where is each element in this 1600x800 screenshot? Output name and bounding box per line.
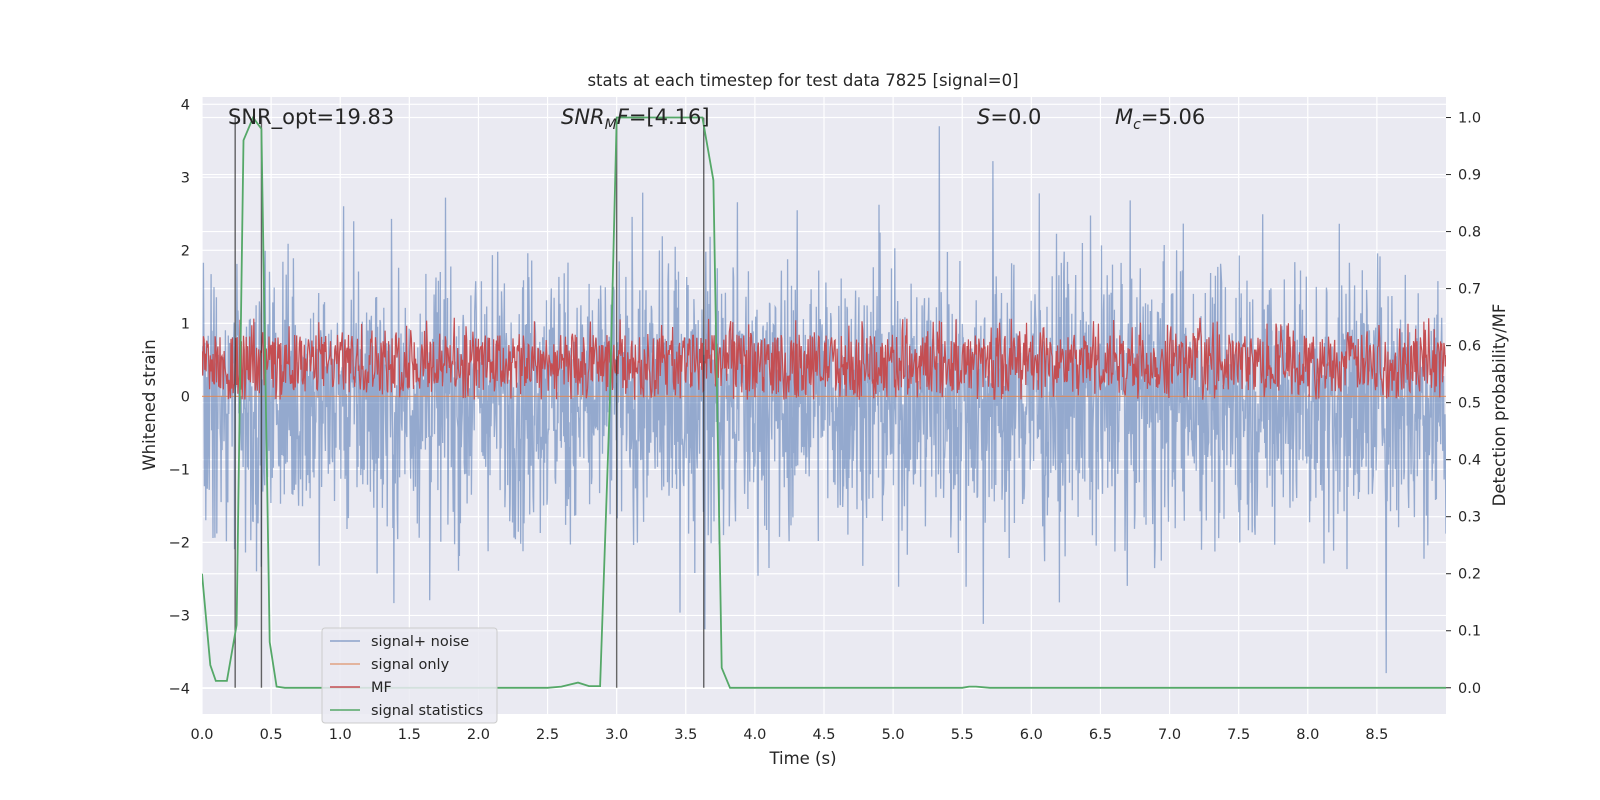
y-tick-label-left: 1 <box>181 316 190 332</box>
y-axis-label-left: Whitened strain <box>140 339 159 470</box>
y-tick-label-right: 0.3 <box>1458 510 1481 526</box>
annotation-snr-mf: SNRMF=[4.16] <box>561 105 710 133</box>
x-tick-label: 2.0 <box>467 727 490 743</box>
y-tick-label-right: 0.6 <box>1458 339 1481 355</box>
x-tick-label: 4.0 <box>743 727 766 743</box>
annotation-mc: Mc=5.06 <box>1115 105 1205 133</box>
y-tick-label-left: −3 <box>169 608 190 624</box>
x-tick-label: 7.5 <box>1227 727 1250 743</box>
legend-label-signal-noise: signal+ noise <box>371 634 469 650</box>
x-tick-label: 3.5 <box>674 727 697 743</box>
y-tick-label-right: 0.4 <box>1458 453 1481 469</box>
left-axis: 4 3 2 1 0 −1 −2 −3 −4 <box>169 97 190 697</box>
y-tick-label-right: 0.5 <box>1458 396 1481 412</box>
plot-area <box>202 115 1446 689</box>
x-tick-label: 0.0 <box>190 727 213 743</box>
x-axis-label: Time (s) <box>768 749 836 768</box>
y-tick-label-left: 0 <box>181 389 190 405</box>
x-tick-label: 1.0 <box>329 727 352 743</box>
annotation-s: S=0.0 <box>977 105 1041 129</box>
x-tick-label: 4.5 <box>812 727 835 743</box>
right-axis: 1.0 0.9 0.8 0.7 0.6 0.5 0.4 0.3 0.2 0.1 0.0 <box>1446 111 1481 697</box>
y-tick-label-left: −1 <box>169 462 190 478</box>
series-signal-noise-line <box>202 126 1446 674</box>
y-tick-label-right: 0.9 <box>1458 168 1481 184</box>
series-signal-statistics <box>202 115 1446 689</box>
y-tick-label-left: 3 <box>181 170 190 186</box>
legend-label-signal-only: signal only <box>371 657 450 673</box>
x-axis: 0.0 0.5 1.0 1.5 2.0 2.5 3.0 3.5 4.0 4.5 5.0 5.5 6.0 6… <box>190 727 1388 743</box>
series-signal-statistics-line <box>202 115 1446 689</box>
y-tick-label-left: −4 <box>169 681 190 697</box>
chart-title: stats at each timestep for test data 782… <box>587 71 1018 90</box>
legend: signal+ noise signal only MF signal stat… <box>321 627 498 724</box>
y-tick-label-right: 0.1 <box>1458 624 1481 640</box>
legend-label-signal-statistics: signal statistics <box>371 703 483 719</box>
x-tick-label: 8.5 <box>1365 727 1388 743</box>
y-tick-label-left: −2 <box>169 535 190 551</box>
series-signal-noise <box>202 126 1446 674</box>
legend-label-mf: MF <box>371 680 392 696</box>
x-tick-label: 7.0 <box>1158 727 1181 743</box>
series-mf <box>202 317 1446 400</box>
x-tick-label: 6.5 <box>1089 727 1112 743</box>
annotation-snr-opt: SNR_opt=19.83 <box>228 105 394 130</box>
x-tick-label: 3.0 <box>605 727 628 743</box>
y-tick-label-right: 0.0 <box>1458 681 1481 697</box>
x-tick-label: 5.5 <box>951 727 974 743</box>
x-tick-label: 1.5 <box>398 727 421 743</box>
y-tick-label-right: 0.8 <box>1458 225 1481 241</box>
legend-box <box>321 627 498 724</box>
series-mf-line <box>202 317 1446 400</box>
y-tick-label-right: 1.0 <box>1458 111 1481 127</box>
x-tick-label: 8.0 <box>1296 727 1319 743</box>
vertical-markers <box>234 117 705 688</box>
x-tick-label: 0.5 <box>260 727 283 743</box>
x-tick-label: 6.0 <box>1020 727 1043 743</box>
y-tick-label-right: 0.7 <box>1458 282 1481 298</box>
x-tick-label: 5.0 <box>882 727 905 743</box>
y-axis-label-right: Detection probability/MF <box>1490 304 1509 507</box>
y-tick-label-left: 4 <box>181 97 190 113</box>
y-tick-label-right: 0.2 <box>1458 567 1481 583</box>
y-tick-label-left: 2 <box>181 243 190 259</box>
x-tick-label: 2.5 <box>536 727 559 743</box>
